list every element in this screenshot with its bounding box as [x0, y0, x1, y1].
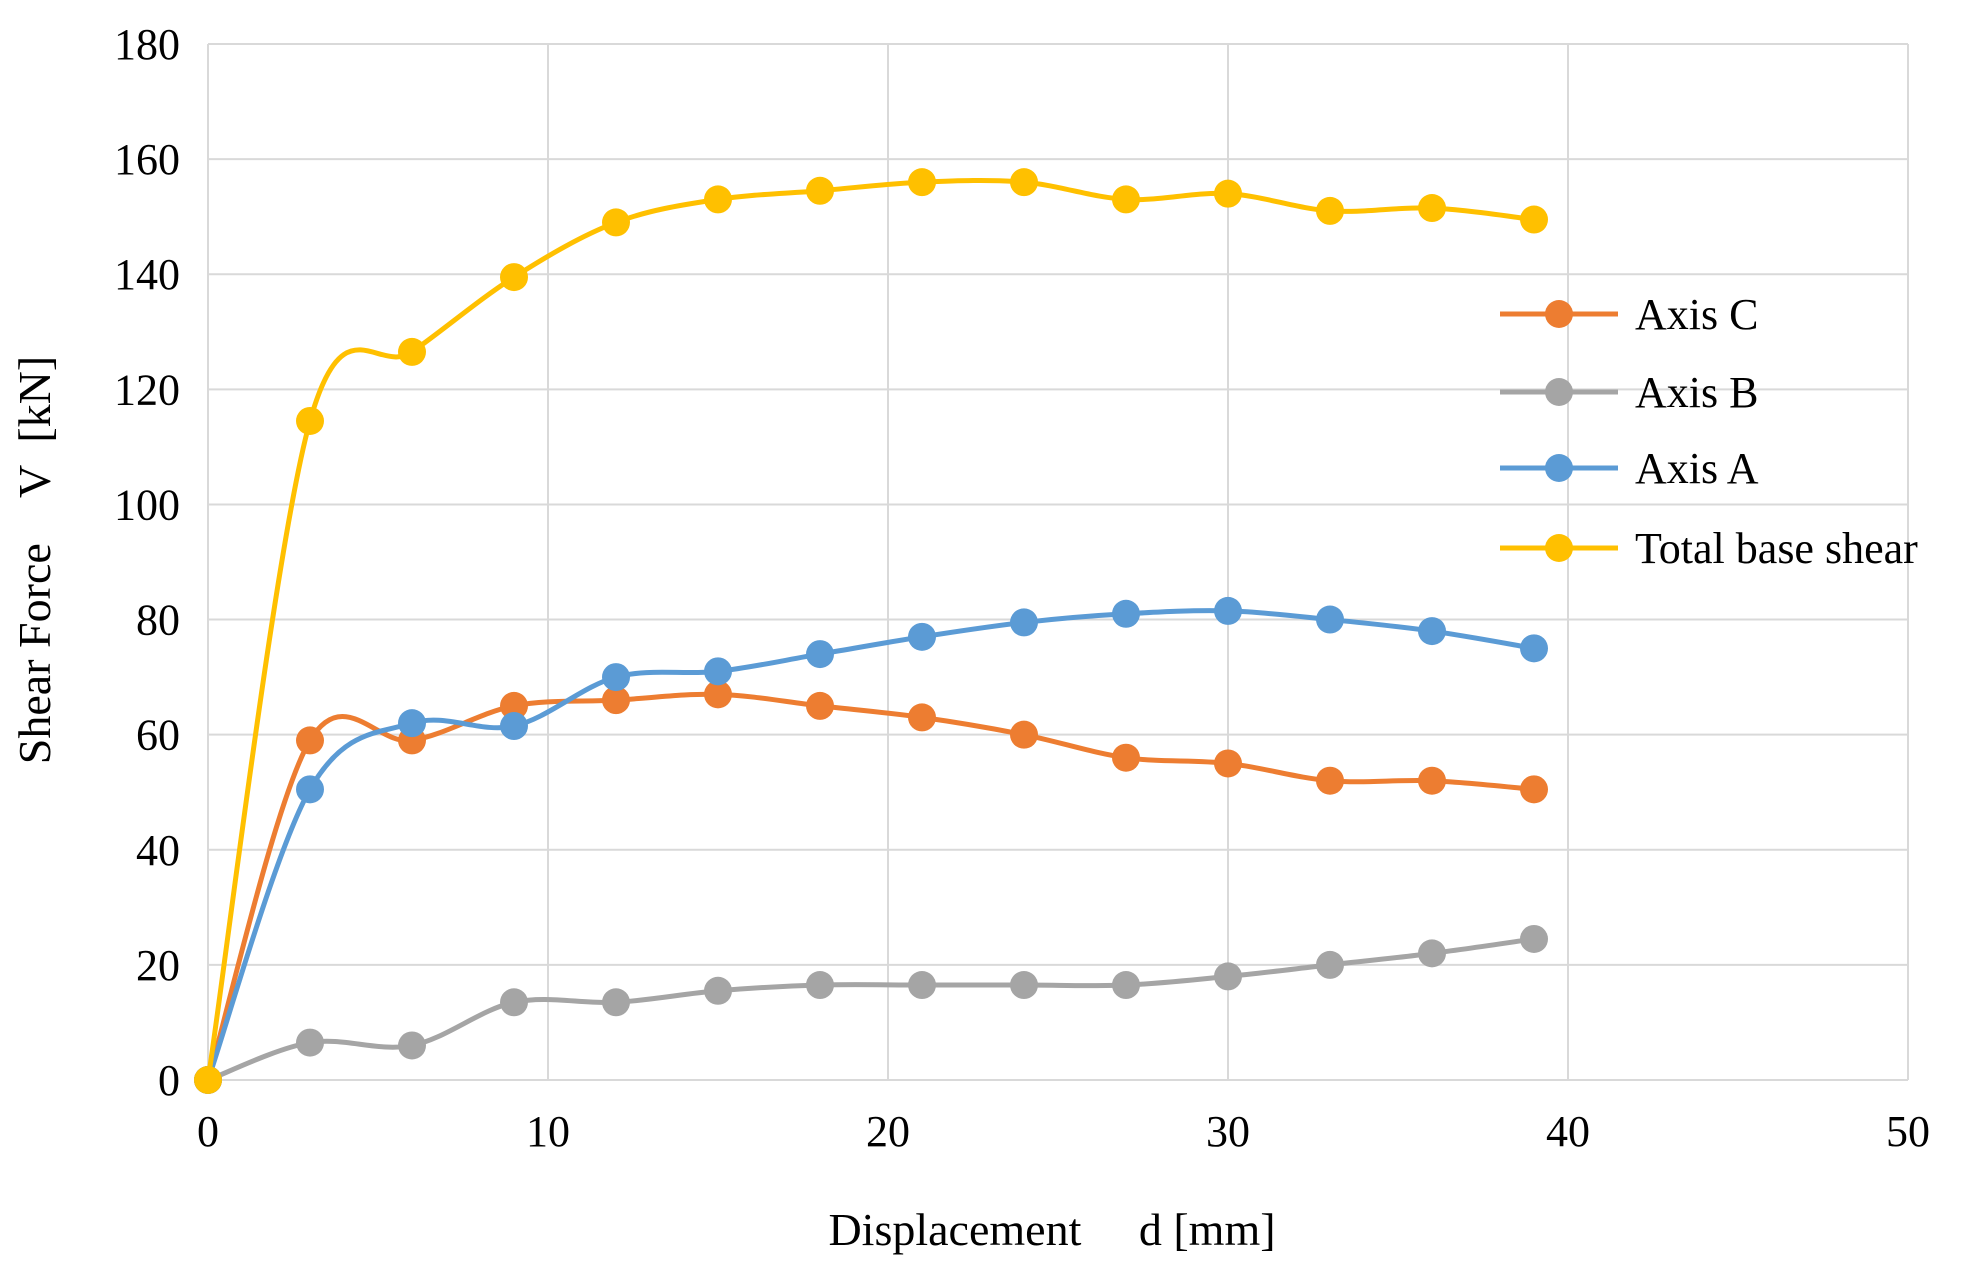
data-point [1520, 775, 1548, 804]
data-point [1520, 924, 1548, 953]
data-point [500, 988, 528, 1017]
data-point [1316, 605, 1344, 634]
legend-marker [1545, 454, 1573, 482]
data-point [500, 691, 528, 720]
data-point [704, 185, 732, 214]
y-tick-label: 160 [114, 135, 180, 184]
data-point [1214, 749, 1242, 778]
data-point [296, 775, 324, 804]
legend-marker [1545, 378, 1573, 406]
data-point [908, 703, 936, 732]
series-total-base-shear [194, 168, 1548, 1094]
data-point [806, 971, 834, 1000]
series-line [205, 177, 1535, 1081]
data-point [296, 406, 324, 435]
data-point [908, 622, 936, 651]
x-tick-label: 50 [1886, 1107, 1930, 1156]
x-tick-label: 40 [1546, 1107, 1590, 1156]
y-tick-label: 0 [158, 1056, 180, 1105]
data-point [602, 988, 630, 1017]
data-point [1520, 205, 1548, 234]
x-tick-label: 0 [197, 1107, 219, 1156]
y-tick-label: 40 [136, 826, 180, 875]
y-tick-label: 100 [114, 480, 180, 529]
y-tick-label: 20 [136, 941, 180, 990]
data-point [602, 663, 630, 692]
series-axis-a [194, 596, 1548, 1094]
data-point [806, 640, 834, 669]
data-point [908, 168, 936, 197]
data-point [1214, 596, 1242, 625]
x-tick-label: 30 [1206, 1107, 1250, 1156]
data-point [398, 709, 426, 738]
x-tick-label: 20 [866, 1107, 910, 1156]
data-point [296, 726, 324, 755]
data-point [1214, 179, 1242, 208]
y-tick-label: 60 [136, 711, 180, 760]
data-point [500, 263, 528, 292]
legend-label: Axis C [1635, 290, 1758, 339]
data-point [1010, 720, 1038, 749]
legend: Axis C Axis B Axis A Total base shear [1500, 290, 1918, 573]
legend-marker [1545, 534, 1573, 562]
data-point [704, 680, 732, 709]
data-point [1316, 766, 1344, 795]
x-axis-title: Displacement d [mm] [828, 1204, 1275, 1255]
legend-item: Axis A [1500, 444, 1759, 493]
y-tick-label: 80 [136, 596, 180, 645]
data-point [1112, 743, 1140, 772]
data-point [602, 208, 630, 237]
data-point [806, 176, 834, 205]
data-point [1520, 634, 1548, 663]
y-tick-label: 180 [114, 20, 180, 69]
data-point [1316, 196, 1344, 225]
data-point [1010, 971, 1038, 1000]
data-point [1418, 194, 1446, 223]
legend-item: Axis C [1500, 290, 1758, 339]
legend-item: Axis B [1500, 368, 1758, 417]
y-tick-label: 140 [114, 250, 180, 299]
data-point [1418, 617, 1446, 646]
series-line [205, 608, 1535, 1081]
data-point [398, 337, 426, 366]
legend-item: Total base shear [1500, 524, 1918, 573]
legend-label: Axis B [1635, 368, 1758, 417]
data-point [1112, 599, 1140, 628]
data-point [1418, 766, 1446, 795]
data-point [398, 1031, 426, 1060]
data-point [908, 971, 936, 1000]
data-point [1112, 971, 1140, 1000]
data-point [1112, 185, 1140, 214]
y-axis-title: Shear Force V [kN] [9, 356, 60, 764]
data-point [704, 657, 732, 686]
legend-label: Total base shear [1635, 524, 1918, 573]
data-point [704, 976, 732, 1005]
data-point [194, 1066, 222, 1094]
y-tick-label: 120 [114, 365, 180, 414]
legend-label: Axis A [1635, 444, 1759, 493]
axes: 0 20 40 60 80 100 120 140 160 180 0 10 20 30 40 50 [114, 20, 1930, 1156]
data-point [1010, 608, 1038, 637]
data-point [1010, 168, 1038, 197]
data-point [1316, 950, 1344, 979]
data-point [500, 712, 528, 741]
data-point [296, 1028, 324, 1057]
data-point [806, 691, 834, 720]
series [194, 168, 1548, 1094]
data-point [1214, 962, 1242, 991]
series-axis-c [194, 680, 1548, 1094]
legend-marker [1545, 300, 1573, 328]
data-point [602, 686, 630, 715]
x-tick-label: 10 [526, 1107, 570, 1156]
data-point [1418, 939, 1446, 968]
